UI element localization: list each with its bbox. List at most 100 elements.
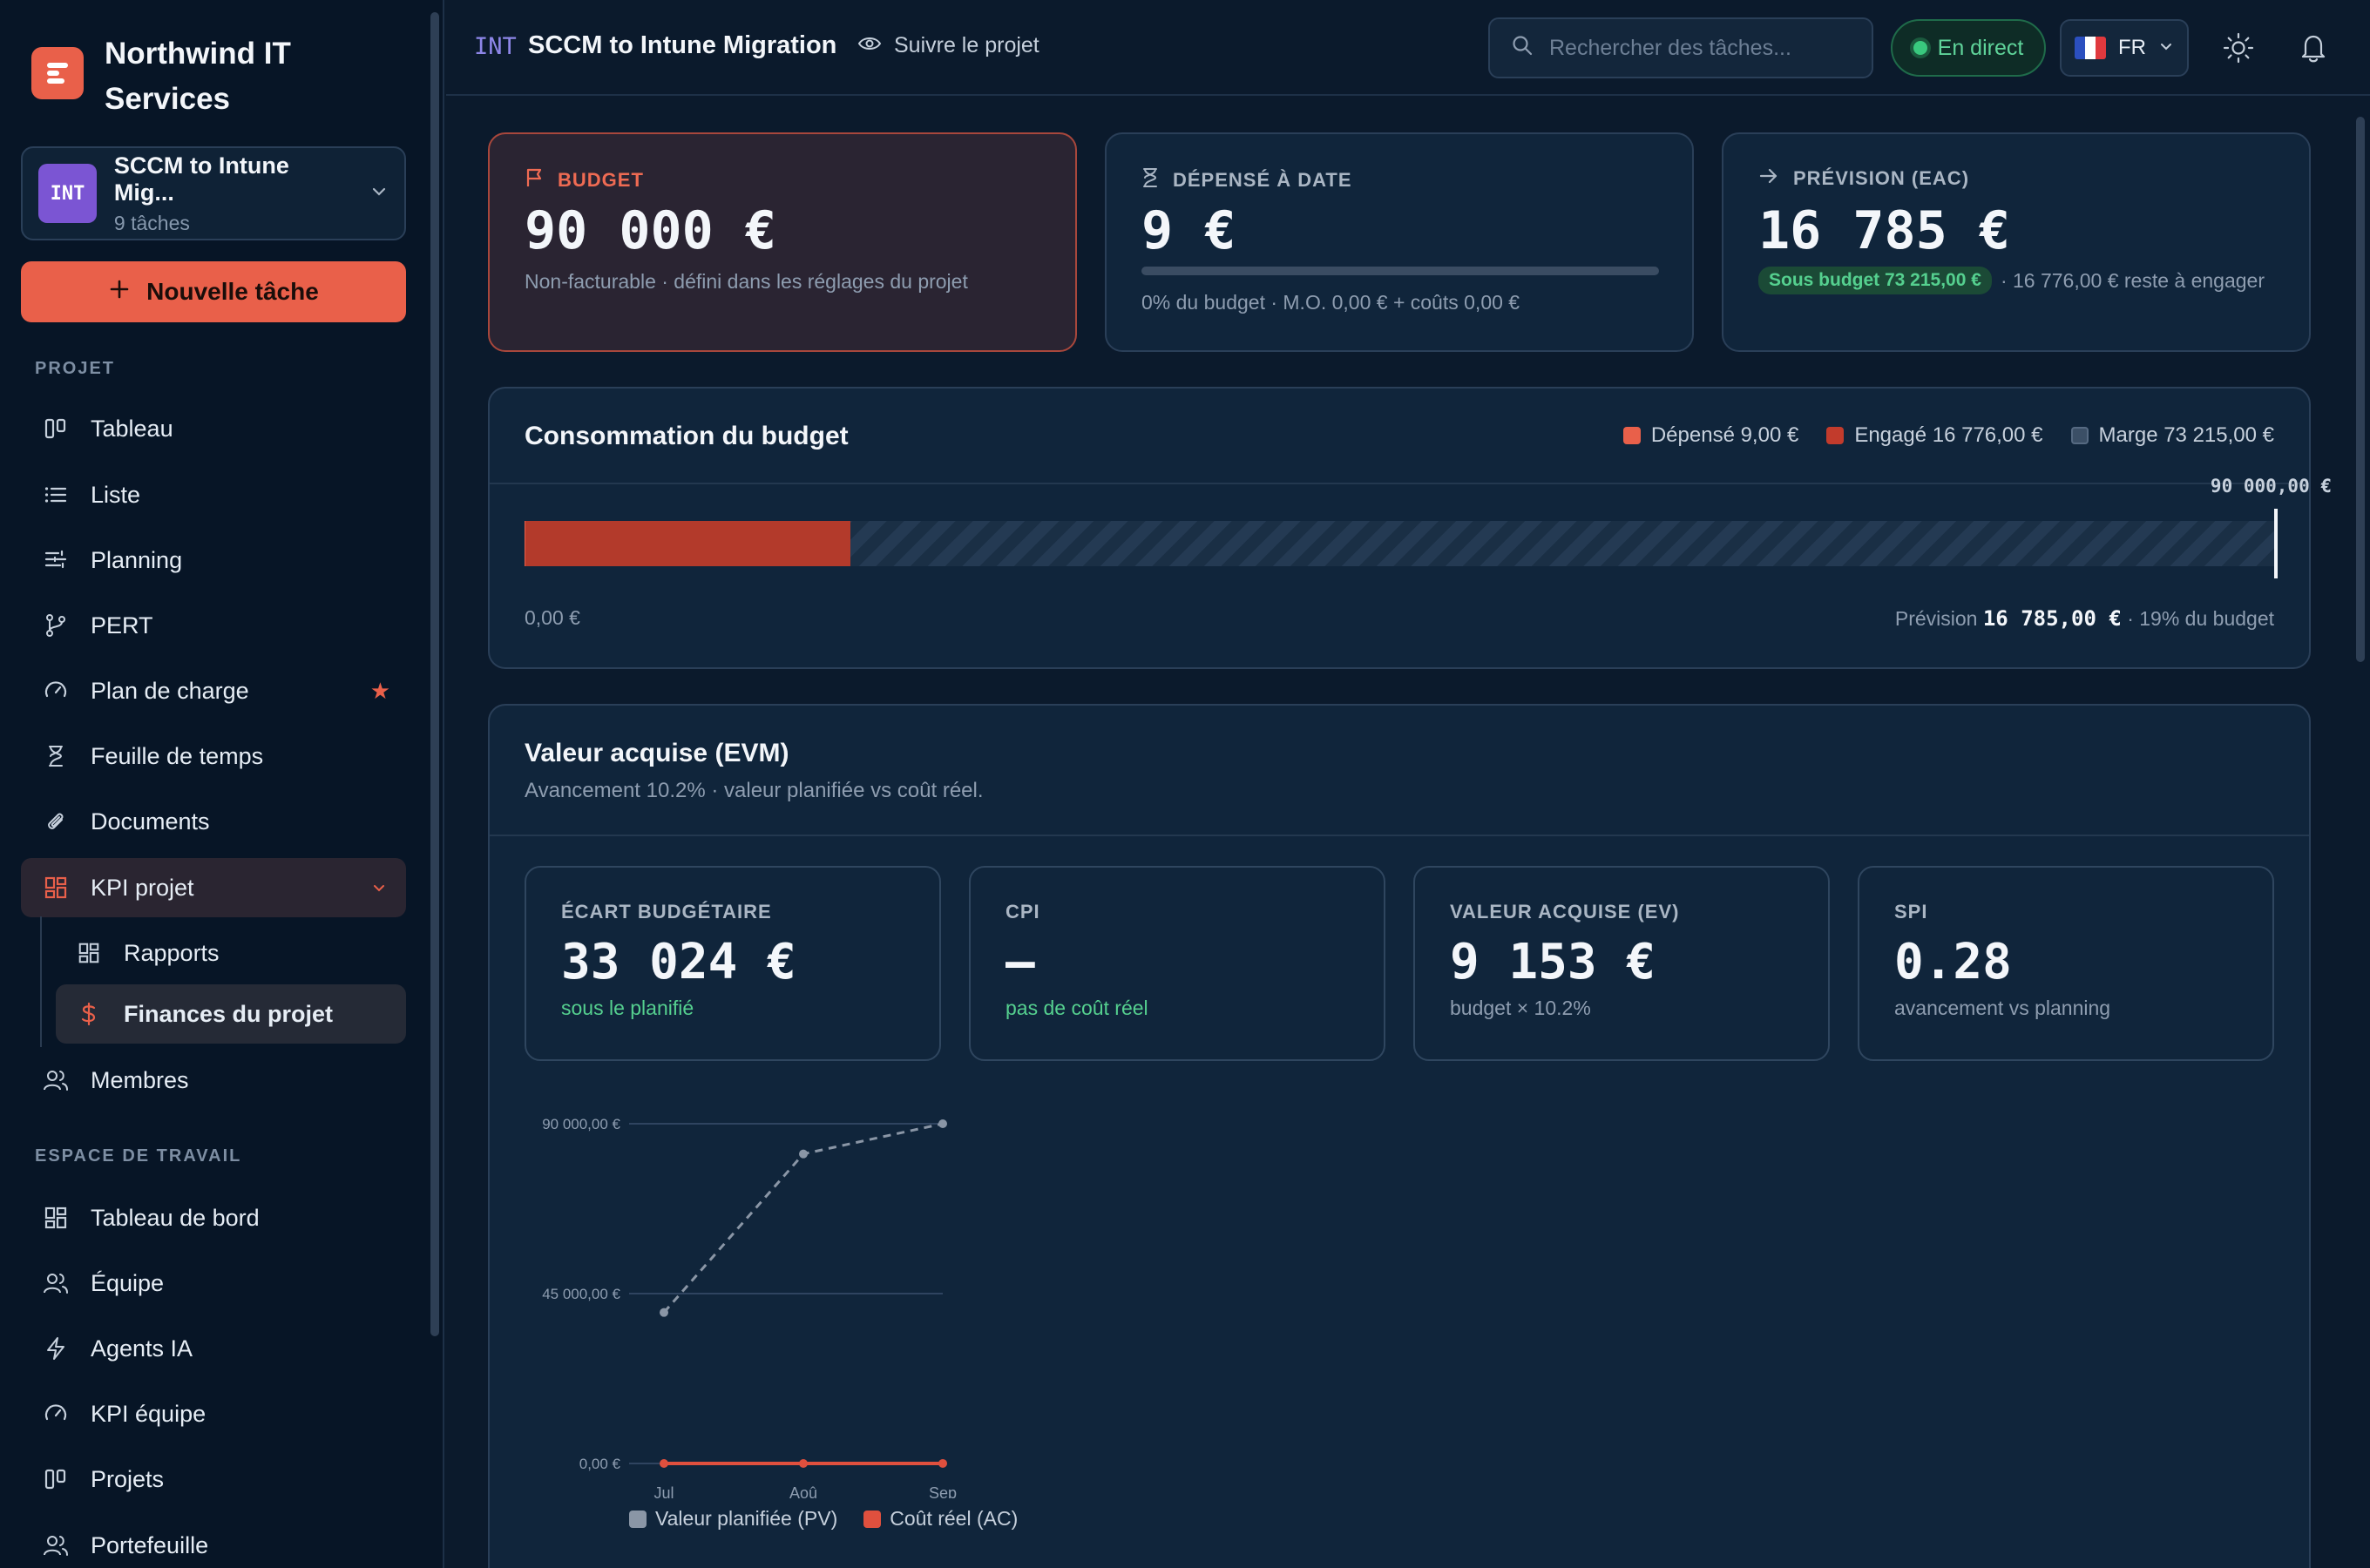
sidebar-item-agents-ia[interactable]: Agents IA [21,1319,406,1378]
sidebar-item-kpi-equipe[interactable]: KPI équipe [21,1384,406,1443]
evm-card: Valeur acquise (EVM) Avancement 10.2% · … [488,704,2311,1568]
list-icon [40,479,71,510]
forecast-label-text: PRÉVISION (EAC) [1793,167,1970,189]
sidebar-item-kpi-projet[interactable]: KPI projet [21,858,406,917]
spent-card: DÉPENSÉ À DATE 9 € 0% du budget · M.O. 0… [1105,132,1694,352]
bar-min-label: 0,00 € [525,606,580,629]
project-switcher-name: SCCM to Intune Mig... [113,152,289,206]
hourglass-icon [1141,167,1159,193]
kpi-value: 9 153 € [1450,934,1656,990]
arrow-right-icon [1758,167,1779,190]
sidebar-item-feuille-de-temps[interactable]: Feuille de temps [21,727,406,786]
kpi-label: SPI [1894,901,1928,923]
main-scrollbar[interactable] [2356,117,2365,662]
evm-title: Valeur acquise (EVM) [525,739,789,767]
data-point [660,1308,668,1317]
sidebar-item-portefeuille[interactable]: Portefeuille [21,1516,406,1568]
divider [490,483,2309,484]
spent-label-text: DÉPENSÉ À DATE [1173,169,1352,191]
kpi-earned-value: VALEUR ACQUISE (EV) 9 153 € budget × 10.… [1413,866,1830,1061]
sidebar-item-plan-de-charge[interactable]: Plan de charge ★ [21,661,406,720]
sidebar-item-tableau-de-bord[interactable]: Tableau de bord [21,1188,406,1247]
gauge-icon [40,675,71,706]
project-code: INT [474,33,517,60]
board-icon [40,1463,71,1495]
legend-spent: Dépensé 9,00 € [1622,423,1798,448]
kpi-note: budget × 10.2% [1450,997,1591,1019]
forecast-summary: Prévision 16 785,00 € · 19% du budget [1895,606,2274,631]
sidebar-item-pert[interactable]: PERT [21,596,406,655]
sidebar-item-planning[interactable]: Planning [21,531,406,590]
users-icon [40,1530,71,1561]
project-switcher[interactable]: INT SCCM to Intune Mig... 9 tâches [21,146,406,240]
hourglass-icon [40,740,71,772]
sidebar-item-liste[interactable]: Liste [21,465,406,524]
sidebar-item-label: Liste [91,481,141,508]
bell-icon[interactable] [2293,28,2333,68]
budget-note: Non-facturable · défini dans les réglage… [525,270,968,293]
follow-project-button[interactable]: Suivre le projet [857,33,1039,58]
data-point [938,1119,947,1128]
bolt-icon [40,1333,71,1364]
dashboard-icon [40,1202,71,1233]
brand[interactable]: Northwind IT Services [31,31,366,122]
flag-icon [525,167,544,193]
consumption-bar [525,509,2278,578]
kpi-note: avancement vs planning [1894,997,2111,1019]
follow-project-label: Suivre le projet [894,33,1039,57]
sidebar-item-label: Documents [91,808,210,835]
x-tick-label: Sep [929,1484,957,1498]
project-switcher-count: 9 tâches [113,211,190,234]
legend-label: Valeur planifiée (PV) [655,1507,838,1530]
kpi-note: sous le planifié [561,997,694,1019]
sidebar-scrollbar[interactable] [430,12,439,1336]
budget-cap-label: 90 000,00 € [2210,476,2332,497]
chevron-down-icon [371,875,387,902]
sidebar-item-tableau[interactable]: Tableau [21,399,406,458]
sidebar-item-label: Agents IA [91,1335,193,1362]
live-dot-icon [1913,41,1927,55]
budget-card: BUDGET 90 000 € Non-facturable · défini … [488,132,1077,352]
legend-ac: Coût réel (AC) [863,1507,1018,1531]
sidebar-item-finances-du-projet[interactable]: Finances du projet [56,984,406,1044]
live-toggle[interactable]: En direct [1891,19,2046,77]
language-label: FR [2118,36,2146,59]
forecast-value: 16 785 € [1758,200,2010,261]
new-task-label: Nouvelle tâche [146,278,319,305]
forecast-prefix: Prévision [1894,607,1978,630]
forecast-card: PRÉVISION (EAC) 16 785 € Sous budget 73 … [1722,132,2311,352]
sidebar-item-documents[interactable]: Documents [21,792,406,851]
sidebar-item-membres[interactable]: Membres [21,1051,406,1110]
legend-swatch [2070,427,2089,444]
sidebar-item-rapports[interactable]: Rapports [56,923,406,983]
new-task-button[interactable]: Nouvelle tâche [21,261,406,322]
legend-label: Coût réel (AC) [890,1507,1019,1530]
sidebar-item-label: Plan de charge [91,677,249,704]
star-icon[interactable]: ★ [369,677,390,704]
language-select[interactable]: FR [2060,19,2189,77]
paperclip-icon [40,806,71,837]
forecast-note-row: Sous budget 73 215,00 € · 16 776,00 € re… [1758,267,2265,294]
forecast-label: PRÉVISION (EAC) [1758,167,1969,190]
kpi-label: ÉCART BUDGÉTAIRE [561,901,772,923]
brand-name: Northwind IT Services [105,37,291,116]
sidebar: Northwind IT Services INT SCCM to Intune… [0,0,444,1568]
legend-committed: Engagé 16 776,00 € [1826,423,2043,448]
branch-icon [40,610,71,641]
sidebar-item-label: Tableau [91,415,173,442]
users-icon [40,1267,71,1299]
search-input[interactable]: Rechercher des tâches... [1488,17,1873,78]
x-tick-label: Jul [653,1484,674,1498]
sidebar-item-projets[interactable]: Projets [21,1450,406,1509]
under-budget-badge: Sous budget 73 215,00 € [1758,267,1992,294]
sidebar-item-label: Planning [91,546,183,573]
forecast-suffix: · 19% du budget [2127,607,2274,630]
planning-icon [40,544,71,576]
committed-fill [525,521,851,566]
data-point [660,1459,668,1468]
theme-toggle-sun-icon[interactable] [2218,28,2258,68]
spent-note: 0% du budget · M.O. 0,00 € + coûts 0,00 … [1141,291,1520,314]
sidebar-item-equipe[interactable]: Équipe [21,1254,406,1313]
x-tick-label: Aoû [789,1484,817,1498]
sidebar-item-label: KPI projet [91,874,194,901]
